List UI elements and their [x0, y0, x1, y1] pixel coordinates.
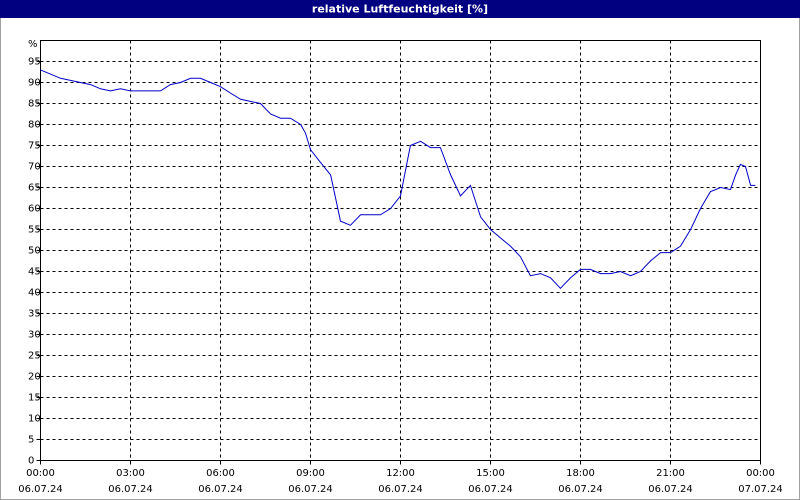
x-tick-label: 03:00 — [116, 468, 145, 479]
y-unit: % — [28, 39, 38, 50]
x-tick-date: 06.07.24 — [18, 484, 63, 495]
y-tick-label: 95 — [28, 57, 41, 68]
x-tick-date: 06.07.24 — [288, 484, 333, 495]
x-tick-date: 06.07.24 — [468, 484, 513, 495]
data-line — [40, 69, 756, 290]
x-tick-date: 06.07.24 — [198, 484, 243, 495]
x-tick-label: 12:00 — [386, 468, 415, 479]
y-tick-label: 75 — [28, 141, 41, 152]
y-tick-label: 50 — [28, 246, 41, 257]
x-tick-date: 07.07.24 — [738, 484, 783, 495]
y-tick-label: 25 — [28, 351, 41, 362]
y-tick-label: 15 — [28, 393, 41, 404]
y-tick-label: 90 — [28, 78, 41, 89]
title-bar — [0, 0, 800, 18]
y-tick-label: 5 — [28, 435, 34, 446]
x-tick-date: 06.07.24 — [108, 484, 153, 495]
y-tick-label: 70 — [28, 162, 41, 173]
y-tick-label: 60 — [28, 204, 41, 215]
x-tick-label: 00:00 — [26, 468, 55, 479]
y-tick-label: 85 — [28, 99, 41, 110]
y-tick-label: 65 — [28, 183, 41, 194]
x-tick-label: 18:00 — [566, 468, 595, 479]
x-tick-label: 21:00 — [656, 468, 685, 479]
chart-title: relative Luftfeuchtigkeit [%] — [312, 3, 488, 16]
x-tick-date: 06.07.24 — [648, 484, 693, 495]
x-tick-label: 00:00 — [746, 468, 775, 479]
x-tick-date: 06.07.24 — [378, 484, 423, 495]
y-tick-label: 20 — [28, 372, 41, 383]
y-tick-label: 0 — [28, 456, 34, 467]
y-tick-label: 10 — [28, 414, 41, 425]
x-tick-label: 06:00 — [206, 468, 235, 479]
x-tick-label: 15:00 — [476, 468, 505, 479]
y-tick-label: 40 — [28, 288, 41, 299]
x-tick-label: 09:00 — [296, 468, 325, 479]
y-tick-label: 35 — [28, 309, 41, 320]
y-tick-label: 30 — [28, 330, 41, 341]
x-tick-date: 06.07.24 — [558, 484, 603, 495]
y-tick-label: 80 — [28, 120, 41, 131]
y-tick-label: 45 — [28, 267, 41, 278]
y-tick-label: 55 — [28, 225, 41, 236]
